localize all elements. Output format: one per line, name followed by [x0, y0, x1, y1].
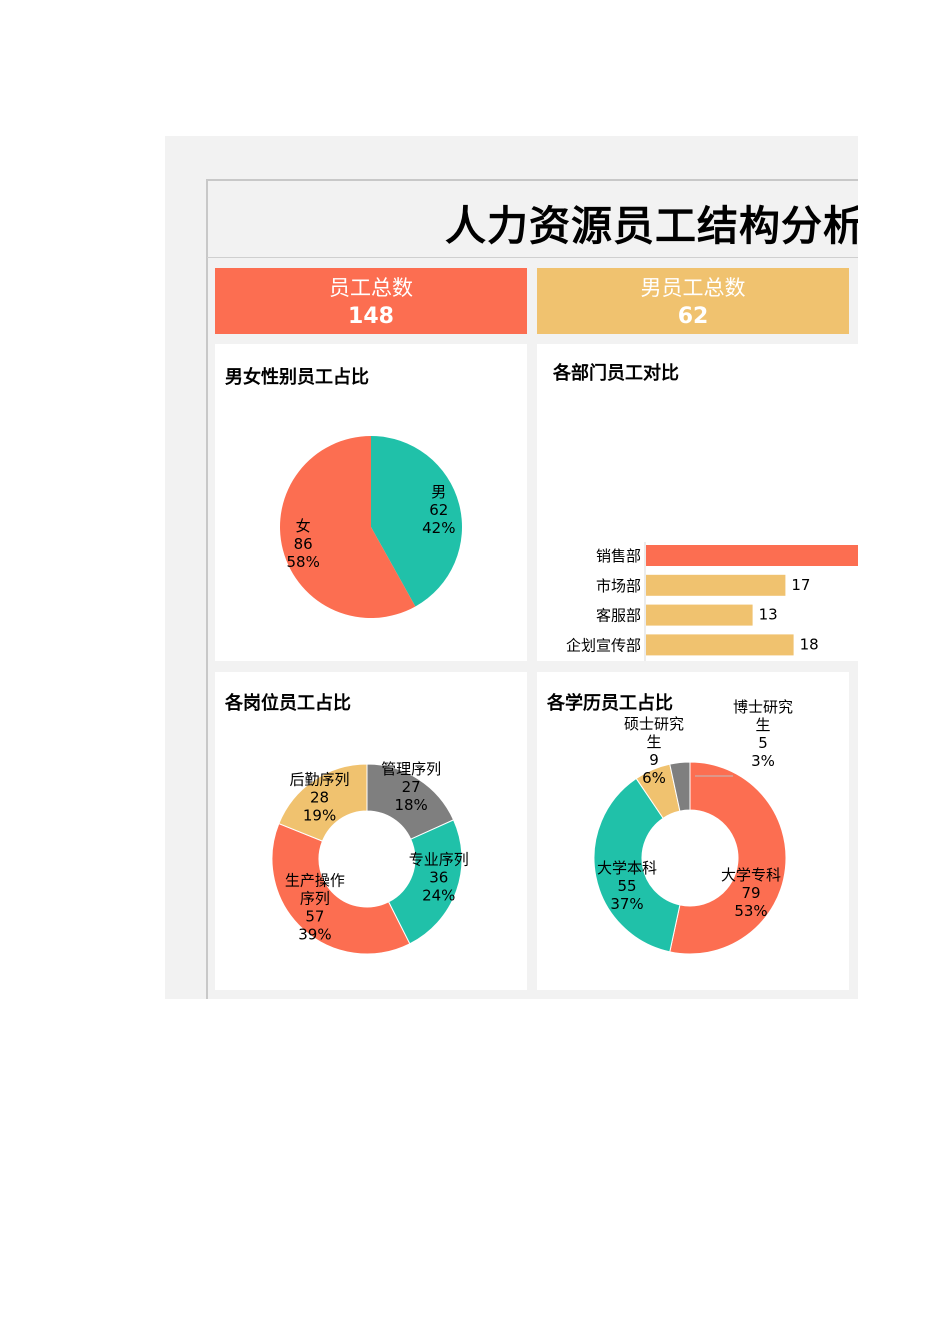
position-donut-data-label-3: 后勤序列 28 19% [290, 771, 350, 825]
position-donut-data-label-1: 专业序列 36 24% [409, 851, 469, 905]
position-donut-chart: 管理序列 27 18% 专业序列 36 24% 生产操作序列 57 39% 后勤序列 28 19% [271, 760, 469, 955]
dashboard-frame [206, 179, 858, 999]
gender-pie-slice-1 [280, 436, 416, 618]
department-value-label-1: 17 [791, 576, 810, 594]
education-donut-slice-0 [669, 761, 787, 955]
education-donut-slice-1 [593, 777, 681, 953]
department-bar-chart: 销售部市场部17客服部13企划宣传部18财务部14人力资源部14研发部8行政部1… [566, 542, 858, 661]
kpi-card-male: 男员工总数 62 [537, 268, 849, 334]
position-donut-slice-2 [271, 822, 411, 955]
position-chart-title: 各岗位员工占比 [225, 693, 351, 714]
education-donut-data-label-0: 大学专科 79 53% [721, 866, 781, 920]
department-chart-panel: 各部门员工对比 销售部市场部17客服部13企划宣传部18财务部14人力资源部14… [537, 344, 858, 661]
gender-pie-chart: 男 62 42% 女 86 58% [280, 436, 462, 618]
department-tick-label-1: 市场部 [596, 577, 641, 595]
gender-chart-panel: 男女性别员工占比 男 62 42% 女 86 58% [215, 344, 527, 661]
kpi-total-value: 148 [348, 304, 394, 329]
education-donut-data-label-3: 博士研究生 5 3% [733, 698, 793, 770]
position-donut-data-label-2: 生产操作序列 57 39% [285, 871, 345, 943]
gender-pie-data-label-1: 女 86 58% [287, 517, 320, 571]
department-tick-label-2: 客服部 [596, 607, 641, 625]
education-chart-panel: 各学历员工占比 大学专科 79 53% 大学本科 55 37% 硕士研究生 9 6% 博士研究生 5… [537, 672, 849, 990]
education-donut-data-label-1: 大学本科 55 37% [597, 859, 657, 913]
kpi-card-total: 员工总数 148 [215, 268, 527, 334]
position-chart-panel: 各岗位员工占比 管理序列 27 18% 专业序列 36 24% 生产操作序列 57 39% 后勤序… [215, 672, 527, 990]
department-bar-0 [646, 545, 858, 566]
department-bar-3 [646, 634, 794, 656]
education-donut-slice-3 [669, 761, 691, 812]
education-donut-chart: 大学专科 79 53% 大学本科 55 37% 硕士研究生 9 6% 博士研究生 5 3% [593, 698, 793, 955]
gender-chart-title: 男女性别员工占比 [225, 367, 369, 388]
title-divider [207, 257, 858, 258]
department-value-label-2: 13 [759, 606, 778, 624]
department-chart-title: 各部门员工对比 [553, 363, 679, 384]
gender-pie-slice-0 [371, 436, 462, 607]
gender-pie-data-label-0: 男 62 42% [422, 483, 455, 537]
page-title: 人力资源员工结构分析 [445, 202, 858, 250]
position-donut-slice-3 [278, 763, 368, 842]
education-donut-data-label-2: 硕士研究生 9 6% [624, 715, 684, 787]
kpi-male-label: 男员工总数 [640, 276, 746, 300]
department-value-label-3: 18 [800, 635, 819, 653]
position-donut-slice-1 [387, 819, 463, 945]
position-donut-data-label-0: 管理序列 27 18% [381, 760, 441, 814]
department-bar-2 [646, 604, 753, 626]
department-tick-label-3: 企划宣传部 [566, 636, 641, 654]
department-bar-1 [646, 574, 786, 596]
kpi-male-value: 62 [677, 304, 709, 329]
department-tick-label-0: 销售部 [596, 547, 641, 565]
kpi-total-label: 员工总数 [329, 276, 413, 300]
education-chart-title: 各学历员工占比 [547, 693, 673, 714]
